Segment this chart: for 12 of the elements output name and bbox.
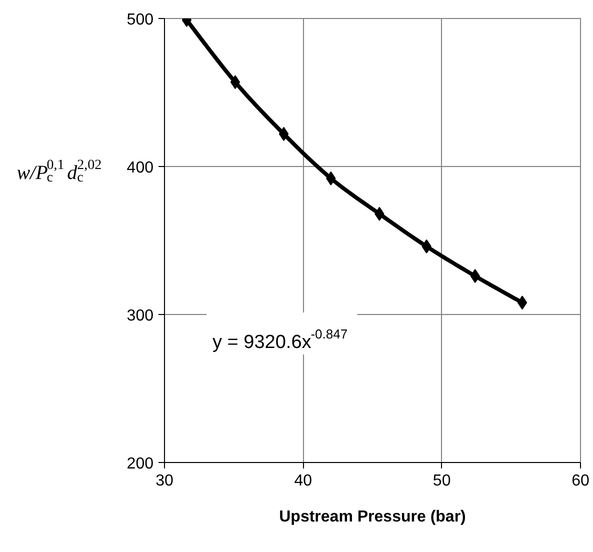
x-tick-label: 50 bbox=[432, 472, 451, 490]
y-tick-label: 300 bbox=[126, 308, 154, 324]
point bbox=[230, 75, 240, 90]
y-tick-label: 400 bbox=[126, 160, 154, 176]
point bbox=[278, 126, 289, 141]
x-axis-title: Upstream Pressure (bar) bbox=[279, 508, 466, 526]
y-tick-label: 500 bbox=[126, 12, 154, 28]
y-tick-label: 200 bbox=[126, 456, 154, 472]
x-tick-label: 60 bbox=[572, 472, 590, 490]
point bbox=[517, 296, 528, 310]
x-tick-label: 30 bbox=[156, 472, 174, 490]
x-tick-label: 40 bbox=[294, 472, 312, 490]
